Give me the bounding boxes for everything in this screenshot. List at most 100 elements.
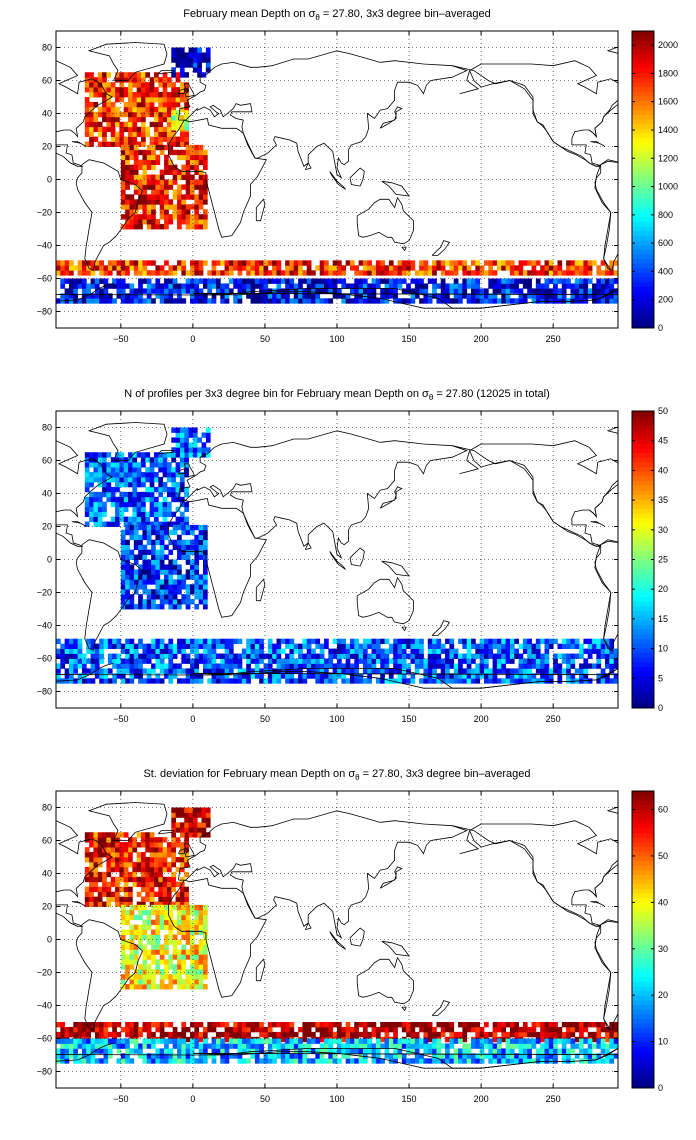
data-cell [432, 638, 437, 645]
data-cell [445, 678, 450, 684]
data-cell [202, 214, 208, 220]
data-cell [142, 1022, 148, 1028]
data-cell [185, 189, 191, 195]
data-cell [158, 452, 164, 458]
data-cell [190, 1053, 195, 1059]
x-tick-label: 200 [474, 714, 489, 724]
colorbar-segment [632, 582, 654, 588]
data-cell [120, 929, 126, 935]
data-cell [362, 1026, 368, 1033]
data-cell [259, 1022, 264, 1028]
data-cell [453, 1048, 459, 1054]
data-cell [535, 293, 541, 299]
data-cell [125, 524, 130, 531]
data-cell [194, 1022, 200, 1028]
data-cell [179, 462, 185, 468]
data-cell [371, 265, 377, 271]
data-cell [276, 265, 282, 271]
data-cell [289, 270, 295, 276]
data-cell [172, 169, 178, 175]
data-cell [228, 278, 234, 284]
colorbar-segment [632, 420, 654, 426]
data-cell [202, 184, 208, 190]
data-cell [133, 974, 139, 980]
data-cell [414, 1043, 420, 1049]
data-cell [159, 288, 165, 294]
data-cell [89, 72, 94, 78]
data-cell [112, 643, 117, 649]
data-cell [553, 653, 558, 659]
data-cell [202, 984, 208, 990]
data-cell [375, 1038, 381, 1044]
data-cell [613, 673, 619, 679]
data-cell [138, 904, 143, 911]
y-tick-label: −20 [37, 208, 52, 218]
data-cell [194, 260, 200, 266]
data-cell [151, 1043, 156, 1049]
colorbar-segment [632, 105, 654, 111]
data-cell [138, 984, 143, 990]
data-cell [548, 638, 554, 645]
data-cell [159, 1053, 165, 1059]
data-cell [128, 111, 133, 118]
data-cell [328, 1043, 334, 1049]
data-cell [202, 209, 208, 215]
data-cell [609, 1022, 615, 1028]
data-cell [202, 954, 208, 960]
data-cell [613, 298, 619, 304]
data-cell [483, 293, 489, 299]
data-cell [164, 1053, 169, 1059]
data-cell [110, 131, 116, 137]
data-cell [93, 881, 99, 888]
data-cell [151, 1031, 156, 1038]
data-cell [106, 141, 112, 147]
data-cell [263, 1053, 269, 1059]
data-cell [185, 209, 191, 215]
data-cell [171, 832, 176, 838]
data-cell [94, 1058, 100, 1064]
data-cell [388, 265, 394, 271]
data-cell [280, 638, 286, 645]
data-cell [471, 668, 476, 674]
data-cell [280, 1022, 286, 1028]
data-cell [224, 678, 230, 684]
data-cell [123, 92, 129, 98]
data-cell [64, 1048, 70, 1054]
data-cell [185, 939, 191, 945]
data-cell [276, 668, 282, 674]
data-cell [133, 209, 139, 215]
data-cell [215, 668, 221, 674]
data-cell [263, 293, 269, 299]
data-cell [172, 539, 178, 546]
data-cell [142, 194, 148, 200]
data-cell [501, 265, 506, 271]
data-cell [194, 194, 200, 200]
data-cell [172, 524, 178, 531]
data-cell [198, 643, 204, 649]
data-cell [146, 954, 152, 960]
data-cell [401, 1026, 407, 1033]
coastline [304, 542, 312, 550]
data-cell [89, 837, 94, 843]
data-cell [228, 1031, 234, 1038]
data-cell [168, 658, 174, 664]
data-cell [168, 909, 174, 916]
data-cell [149, 97, 155, 103]
data-cell [289, 1031, 295, 1038]
data-cell [141, 481, 146, 488]
data-cell [298, 653, 303, 659]
data-cell [436, 283, 442, 289]
data-cell [129, 643, 135, 649]
data-cell [432, 673, 437, 679]
data-cell [194, 288, 200, 294]
data-cell [453, 283, 459, 289]
data-cell [185, 539, 191, 546]
data-cell [259, 1043, 264, 1049]
data-cell [462, 265, 468, 271]
data-cell [81, 1038, 87, 1044]
data-cell [128, 516, 133, 522]
data-cell [215, 1048, 221, 1054]
data-cell [535, 1022, 541, 1028]
data-cell [172, 643, 178, 649]
data-cell [68, 1026, 74, 1033]
